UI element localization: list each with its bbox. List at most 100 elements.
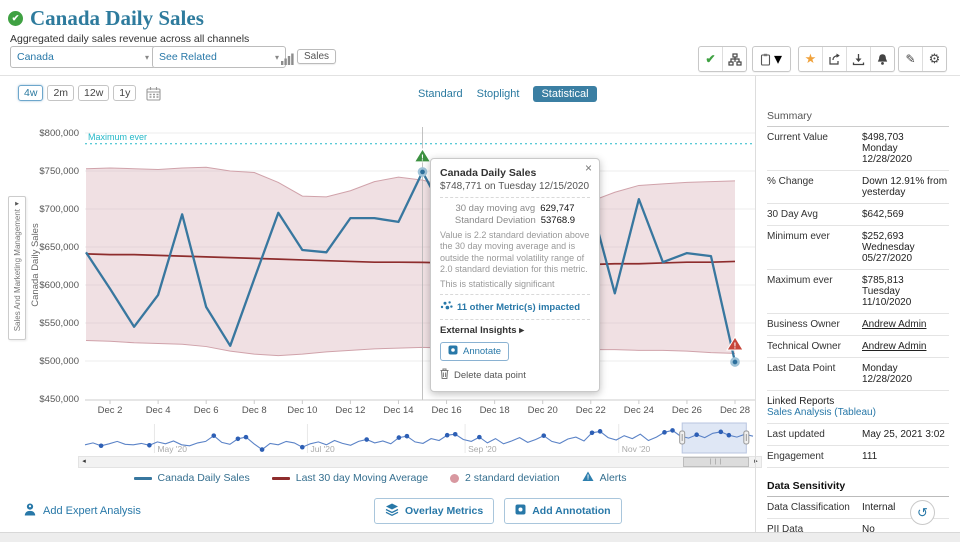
impacted-metrics-label: 11 other Metric(s) impacted [457,301,581,313]
history-button[interactable]: ↺ [910,500,935,525]
see-related-select-value: See Related [159,51,217,63]
tab-statistical[interactable]: Statistical [533,86,597,102]
stat-value: 629,747 [540,203,575,214]
dimension-select[interactable]: Canada ▾ [10,46,156,68]
series-line[interactable] [85,170,737,363]
range-navigator[interactable]: May '20 Jul '20 Sep '20 Nov '20 [78,422,760,456]
chevron-down-icon: ▾ [773,51,783,68]
summary-row: Business Owner Andrew Admin [767,314,949,336]
linked-report-link[interactable]: Sales Analysis (Tableau) [767,407,876,418]
alert-down-triangle-icon[interactable] [726,336,744,351]
legend-item[interactable]: 2 standard deviation [450,472,560,484]
overlay-metrics-button[interactable]: Overlay Metrics [374,498,495,524]
summary-value: No [862,524,875,535]
summary-row: Engagement 111 [767,446,949,468]
nav-alert-dot [98,443,104,449]
clipboard-menu-button[interactable]: ▾ [753,47,789,71]
legend-label: Alerts [599,472,627,484]
favorite-star-icon[interactable]: ★ [804,51,817,66]
nav-alert-dot [477,434,482,440]
navigator-scrollbar[interactable]: ◂ ▸ | | | [78,456,762,468]
x-tick-label: Dec 8 [242,405,267,416]
summary-label: PII Data [767,524,804,535]
summary-label: Linked Reports [767,396,835,407]
edit-pencil-icon[interactable]: ✎ [905,52,916,66]
summary-value: May 25, 2021 3:02 [862,429,945,440]
range-button-1y[interactable]: 1y [113,85,137,101]
x-tick-label: Dec 22 [576,405,606,416]
external-insights-toggle[interactable]: External Insights ▸ [440,325,590,336]
certified-icon[interactable]: ✔ [705,52,716,66]
tab-standard[interactable]: Standard [418,88,463,100]
nav-alert-dot [444,432,450,438]
nav-alert-dot [541,433,547,438]
nav-alert-dot [211,433,217,438]
y-tick-label: $700,000 [39,204,79,215]
range-button-12w[interactable]: 12w [78,85,110,101]
notifications-bell-icon[interactable] [870,47,894,71]
legend-item[interactable]: Last 30 day Moving Average [271,472,428,484]
legend-item[interactable]: Canada Daily Sales [133,472,250,484]
summary-value: Monday 12/28/2020 [862,363,913,385]
calendar-icon[interactable] [146,86,161,101]
legend-circle-marker [450,473,460,483]
legend-line-marker [271,476,290,480]
x-tick-label: Dec 10 [287,405,317,416]
summary-value: Down 12.91% from yesterday [862,176,948,198]
main-chart[interactable]: Maximum ever Dec 2 Dec 4 Dec 6 Dec 8 Dec 10 De… [0,110,760,422]
time-range-buttons: 4w 2m 12w 1y [18,85,161,101]
expand-arrow-icon: ▶ [15,201,19,207]
chevron-down-icon: ▾ [274,52,279,62]
nav-selection-window[interactable] [681,422,747,454]
summary-value: Internal [862,502,896,513]
range-button-2m[interactable]: 2m [47,85,75,101]
alert-exclamation: ! [421,153,424,162]
maximum-ever-label: Maximum ever [88,132,147,142]
summary-label: Business Owner [767,319,840,330]
owner-link[interactable]: Andrew Admin [862,341,927,352]
nav-alert-dot [243,434,249,440]
delete-data-point[interactable]: Delete data point [440,368,590,382]
summary-label: Data Classification [767,502,850,513]
dimension-select-value: Canada [17,51,54,63]
nav-alert-dot [694,432,699,438]
x-tick-label: Dec 28 [720,405,750,416]
x-tick-label: Dec 2 [98,405,123,416]
summary-value: $252,693 Wednesday 05/27/2020 [862,231,915,264]
annotate-label: Annotate [463,346,502,357]
tab-stoplight[interactable]: Stoplight [476,88,520,100]
download-icon[interactable] [846,47,870,71]
scroll-left-icon[interactable]: ◂ [82,458,86,465]
summary-label: Engagement [767,451,824,462]
legend-item[interactable]: ! Alerts [582,471,627,485]
settings-gear-icon[interactable]: ⚙ [922,47,946,71]
alert-data-point[interactable] [417,167,428,177]
add-annotation-button[interactable]: Add Annotation [504,498,622,524]
see-related-select[interactable]: See Related ▾ [152,46,286,68]
sales-category-chip[interactable]: Sales [297,49,337,64]
share-icon[interactable] [822,47,846,71]
nav-month-label: Jul '20 [310,444,335,454]
lineage-icon[interactable] [722,47,746,71]
bottom-strip [0,532,960,542]
summary-label: % Change [767,176,814,187]
alert-data-point[interactable] [730,357,740,367]
range-button-4w[interactable]: 4w [18,85,44,101]
alert-up-triangle-icon[interactable] [413,147,432,163]
overlay-metrics-label: Overlay Metrics [405,505,484,517]
sidebar-collapsed-tab[interactable]: ▶ Sales And Marketing Management [8,196,26,340]
summary-label: 30 Day Avg [767,209,818,220]
x-tick-label: Dec 14 [383,405,413,416]
impacted-metrics-link[interactable]: 11 other Metric(s) impacted [440,300,590,314]
close-icon[interactable]: × [584,161,592,175]
legend-label: Canada Daily Sales [157,472,250,484]
scrollbar-thumb[interactable]: | | | [683,457,749,467]
svg-text:!: ! [586,475,588,482]
nav-alert-dot [235,436,241,442]
y-tick-label: $500,000 [39,356,79,367]
summary-row: Linked Reports Sales Analysis (Tableau) [767,391,949,424]
annotate-button[interactable]: Annotate [440,342,510,361]
chevron-down-icon: ▾ [144,52,149,62]
add-expert-analysis-link[interactable]: Add Expert Analysis [23,502,141,519]
owner-link[interactable]: Andrew Admin [862,319,927,330]
